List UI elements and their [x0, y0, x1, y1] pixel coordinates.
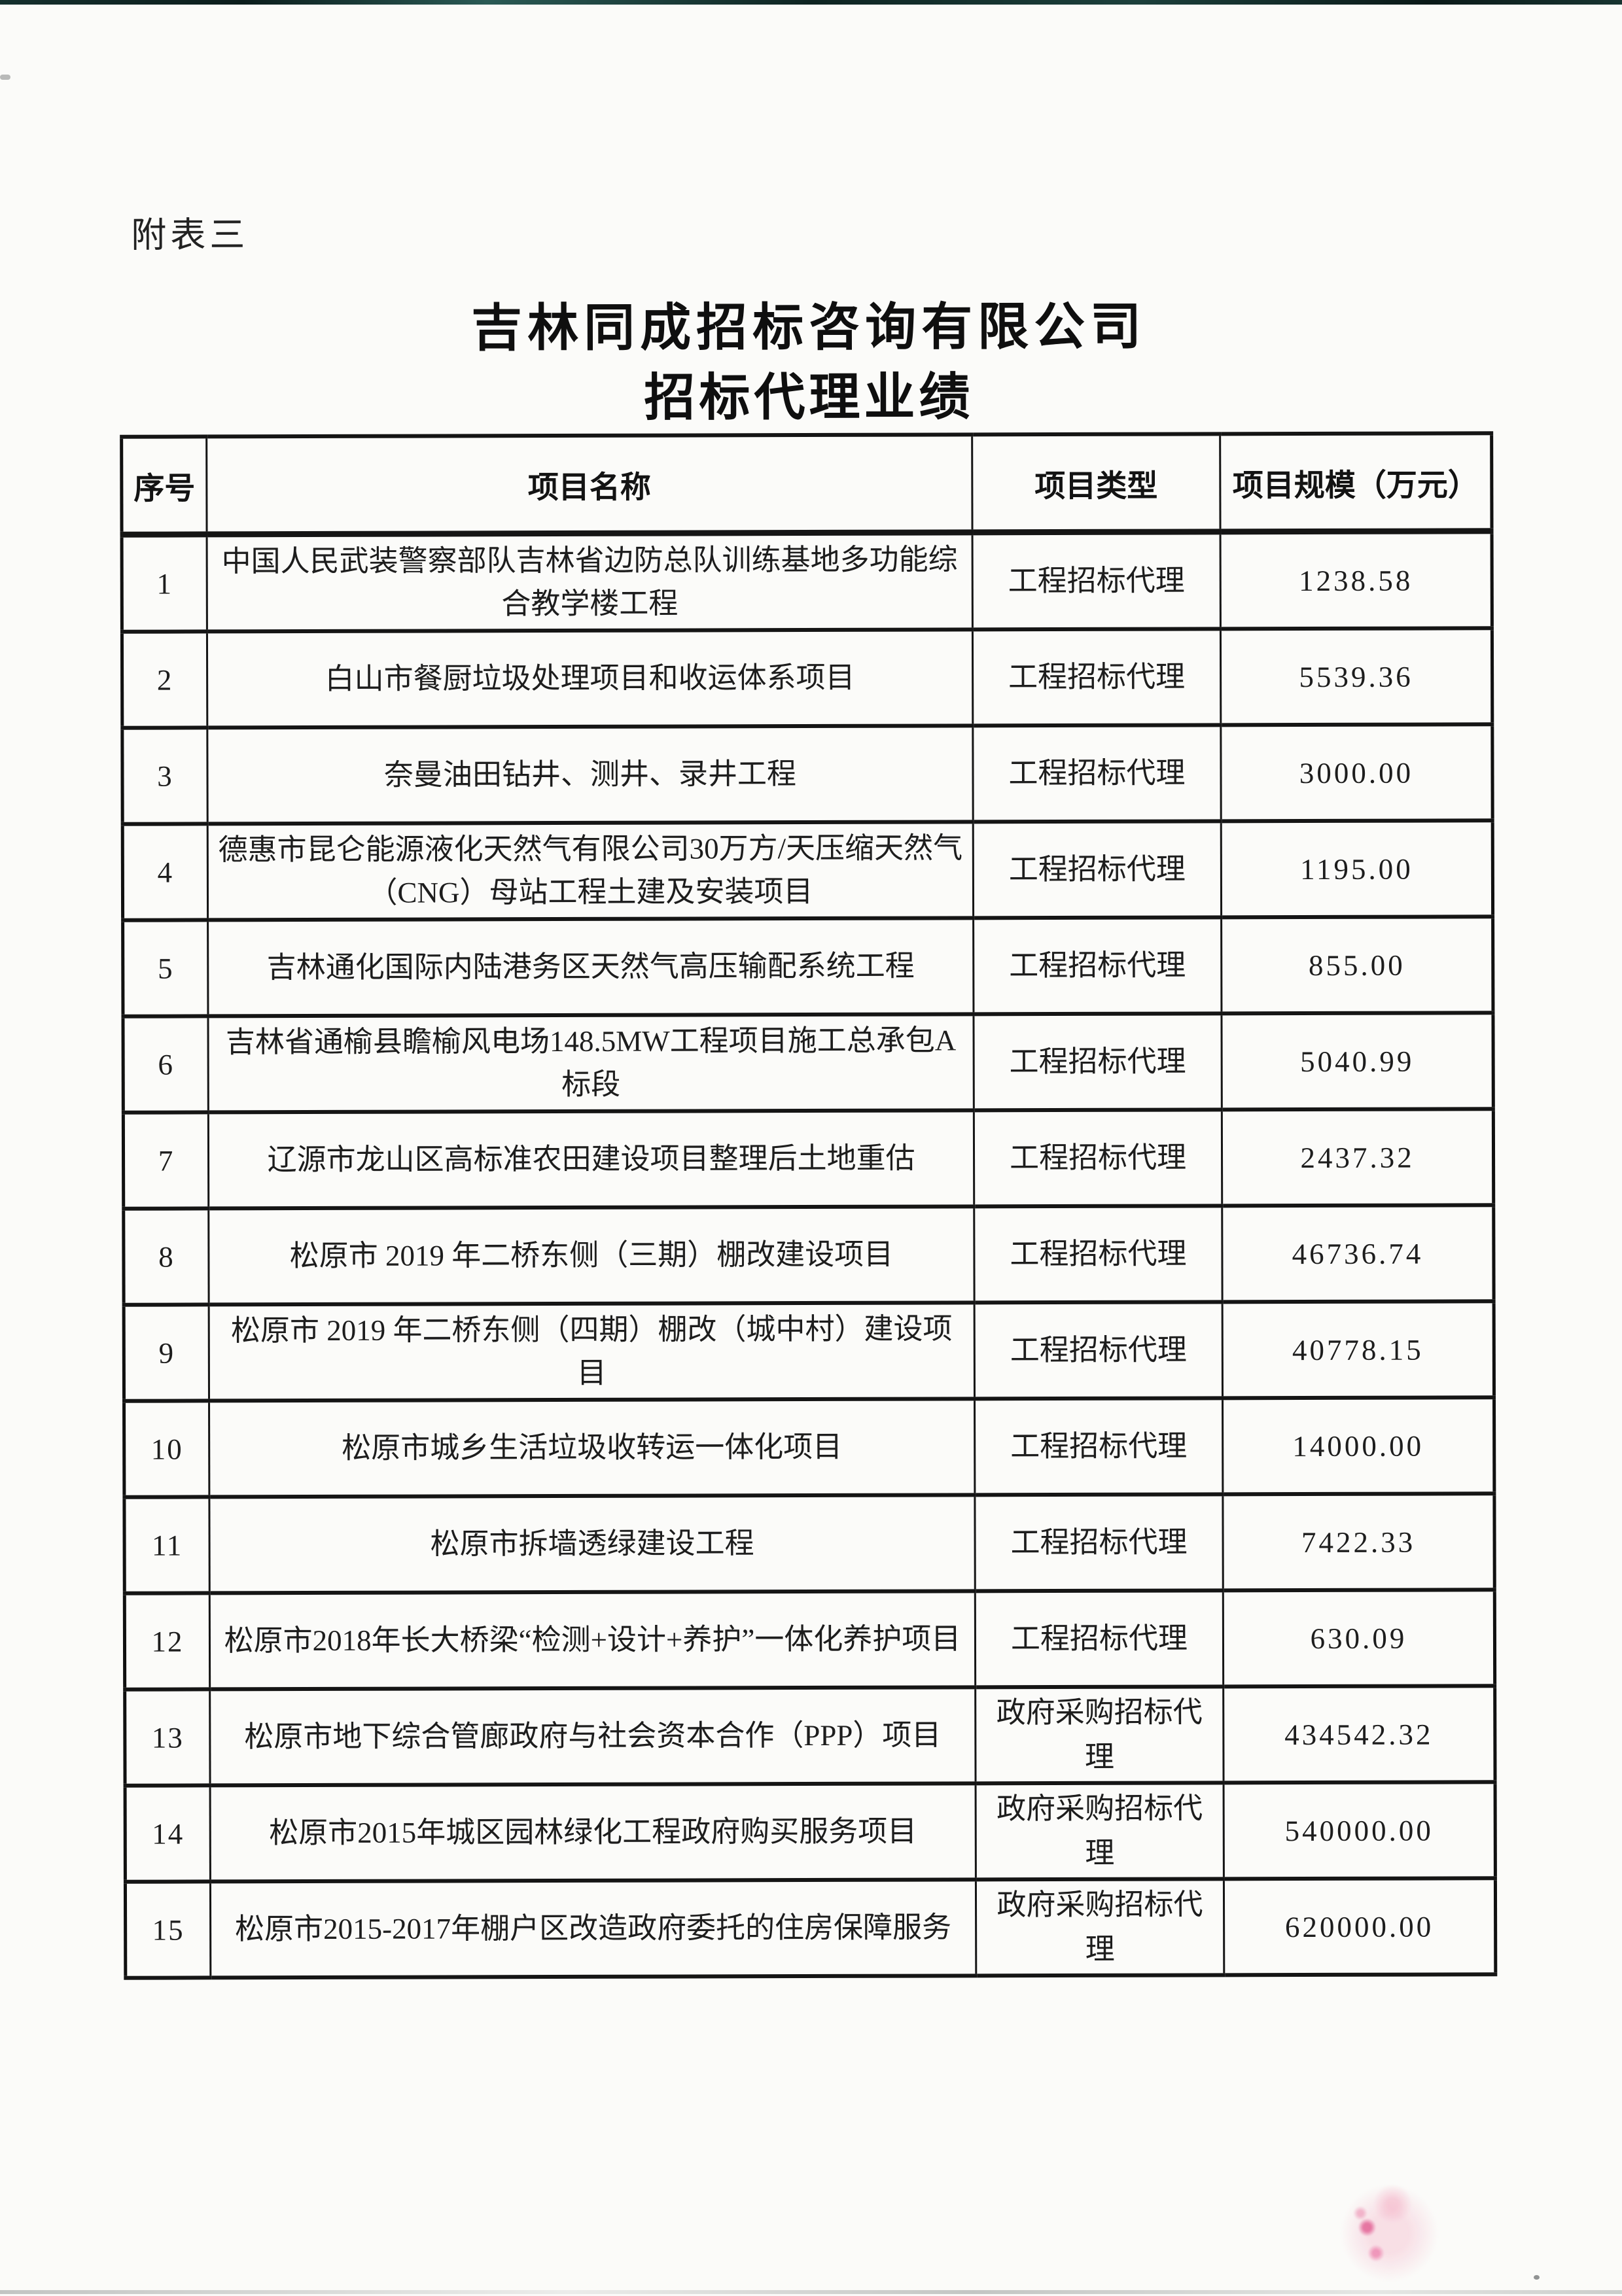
table-row: 8 松原市 2019 年二桥东侧（三期）棚改建设项目 工程招标代理 46736.74 [123, 1205, 1494, 1305]
row-number-cell: 2 [122, 631, 207, 728]
row-number-cell: 1 [122, 534, 207, 632]
project-name-cell: 吉林省通榆县瞻榆风电场148.5MW工程项目施工总承包A标段 [207, 1014, 974, 1113]
table-row: 11 松原市拆墙透绿建设工程 工程招标代理 7422.33 [124, 1493, 1495, 1593]
row-number-cell: 12 [124, 1593, 210, 1690]
project-type-cell: 政府采购招标代理 [976, 1783, 1224, 1880]
project-name-cell: 德惠市昆仑能源液化天然气有限公司30万方/天压缩天然气（CNG）母站工程土建及安… [207, 822, 974, 920]
project-scale-cell: 1195.00 [1221, 820, 1493, 918]
project-name-cell: 中国人民武装警察部队吉林省边防总队训练基地多功能综合教学楼工程 [207, 532, 973, 632]
project-name-cell: 吉林通化国际内陆港务区天然气高压输配系统工程 [207, 918, 974, 1017]
project-name-cell: 松原市2018年长大桥梁“检测+设计+养护”一体化养护项目 [209, 1591, 976, 1690]
company-title: 吉林同成招标咨询有限公司 [471, 298, 1147, 357]
table-row: 14 松原市2015年城区园林绿化工程政府购买服务项目 政府采购招标代理 540000… [125, 1782, 1496, 1882]
project-name-cell: 松原市 2019 年二桥东侧（三期）棚改建设项目 [208, 1206, 975, 1305]
table-row: 1 中国人民武装警察部队吉林省边防总队训练基地多功能综合教学楼工程 工程招标代理 12… [122, 531, 1492, 632]
row-number-cell: 3 [122, 727, 208, 824]
project-type-cell: 政府采购招标代理 [976, 1879, 1224, 1976]
row-number-cell: 10 [124, 1400, 209, 1497]
appendix-label: 附表三 [131, 215, 249, 255]
row-number-cell: 15 [125, 1881, 211, 1978]
project-scale-cell: 5539.36 [1220, 628, 1492, 725]
table-header-row: 序号 项目名称 项目类型 项目规模（万元） [121, 433, 1492, 535]
project-name-cell: 松原市拆墙透绿建设工程 [209, 1495, 976, 1593]
project-name-cell: 松原市 2019 年二桥东侧（四期）棚改（城中村）建设项目 [209, 1302, 975, 1401]
table-row: 13 松原市地下综合管廊政府与社会资本合作（PPP）项目 政府采购招标代理 43454… [124, 1686, 1496, 1786]
row-number-cell: 13 [124, 1689, 211, 1786]
project-scale-cell: 620000.00 [1224, 1878, 1496, 1975]
project-name-cell: 松原市城乡生活垃圾收转运一体化项目 [209, 1399, 975, 1497]
ink-smudge [1331, 2168, 1443, 2286]
row-number-cell: 8 [123, 1208, 209, 1305]
scan-speck [1534, 2275, 1540, 2280]
table-row: 7 辽源市龙山区高标准农田建设项目整理后土地重估 工程招标代理 2437.32 [123, 1109, 1494, 1209]
page-subtitle: 招标代理业绩 [644, 368, 974, 426]
table-row: 5 吉林通化国际内陆港务区天然气高压输配系统工程 工程招标代理 855.00 [122, 916, 1493, 1017]
project-name-cell: 松原市地下综合管廊政府与社会资本合作（PPP）项目 [209, 1687, 976, 1786]
scanner-edge-top [0, 0, 1622, 5]
project-scale-cell: 40778.15 [1222, 1301, 1494, 1399]
project-scale-cell: 3000.00 [1220, 724, 1493, 822]
project-name-cell: 辽源市龙山区高标准农田建设项目整理后土地重估 [208, 1110, 974, 1209]
column-header-no: 序号 [121, 436, 207, 535]
project-scale-cell: 46736.74 [1222, 1205, 1494, 1302]
scanner-edge-bottom [0, 2290, 1622, 2294]
project-type-cell: 工程招标代理 [972, 531, 1221, 630]
project-type-cell: 工程招标代理 [972, 725, 1222, 822]
project-name-cell: 奈曼油田钻井、测井、录井工程 [207, 725, 974, 824]
project-type-cell: 工程招标代理 [974, 1109, 1222, 1207]
project-type-cell: 政府采购招标代理 [975, 1686, 1224, 1784]
table-row: 9 松原市 2019 年二桥东侧（四期）棚改（城中村）建设项目 工程招标代理 4077… [124, 1301, 1494, 1401]
row-number-cell: 14 [125, 1785, 211, 1882]
row-number-cell: 4 [122, 824, 208, 920]
table-row: 4 德惠市昆仑能源液化天然气有限公司30万方/天压缩天然气（CNG）母站工程土建及… [122, 820, 1493, 920]
scan-artifact-dash [0, 75, 10, 80]
row-number-cell: 5 [122, 920, 208, 1017]
project-scale-cell: 7422.33 [1222, 1493, 1495, 1591]
project-name-cell: 松原市2015年城区园林绿化工程政府购买服务项目 [210, 1783, 976, 1882]
project-scale-cell: 14000.00 [1222, 1397, 1494, 1495]
column-header-name: 项目名称 [206, 434, 973, 534]
column-header-type: 项目类型 [972, 434, 1221, 532]
performance-table: 序号 项目名称 项目类型 项目规模（万元） 1 中国人民武装警察部队吉林省边防总队训练基… [120, 431, 1498, 1980]
table-row: 10 松原市城乡生活垃圾收转运一体化项目 工程招标代理 14000.00 [124, 1397, 1494, 1497]
table-row: 15 松原市2015-2017年棚户区改造政府委托的住房保障服务 政府采购招标代理 6… [125, 1878, 1496, 1978]
row-number-cell: 9 [124, 1304, 209, 1401]
project-scale-cell: 5040.99 [1221, 1013, 1494, 1110]
project-scale-cell: 1238.58 [1220, 531, 1492, 629]
project-scale-cell: 540000.00 [1224, 1782, 1496, 1879]
row-number-cell: 7 [123, 1112, 209, 1209]
table-row: 6 吉林省通榆县瞻榆风电场148.5MW工程项目施工总承包A标段 工程招标代理 504… [122, 1013, 1494, 1113]
table-row: 12 松原市2018年长大桥梁“检测+设计+养护”一体化养护项目 工程招标代理 630… [124, 1590, 1495, 1690]
project-name-cell: 白山市餐厨垃圾处理项目和收运体系项目 [207, 629, 973, 728]
row-number-cell: 6 [122, 1016, 209, 1113]
project-scale-cell: 2437.32 [1222, 1109, 1494, 1206]
project-scale-cell: 855.00 [1221, 916, 1493, 1014]
project-type-cell: 工程招标代理 [974, 1302, 1223, 1399]
table-body: 1 中国人民武装警察部队吉林省边防总队训练基地多功能综合教学楼工程 工程招标代理 12… [122, 531, 1496, 1978]
project-type-cell: 工程招标代理 [975, 1590, 1224, 1688]
project-name-cell: 松原市2015-2017年棚户区改造政府委托的住房保障服务 [210, 1879, 976, 1978]
column-header-scale: 项目规模（万元） [1220, 433, 1492, 532]
table-row: 2 白山市餐厨垃圾处理项目和收运体系项目 工程招标代理 5539.36 [122, 628, 1492, 728]
project-scale-cell: 434542.32 [1223, 1686, 1496, 1783]
project-type-cell: 工程招标代理 [973, 821, 1222, 918]
project-type-cell: 工程招标代理 [974, 1494, 1224, 1592]
project-type-cell: 工程招标代理 [974, 1398, 1223, 1495]
table-row: 3 奈曼油田钻井、测井、录井工程 工程招标代理 3000.00 [122, 724, 1493, 824]
project-type-cell: 工程招标代理 [972, 629, 1221, 726]
project-scale-cell: 630.09 [1223, 1590, 1495, 1687]
project-type-cell: 工程招标代理 [974, 1206, 1223, 1303]
row-number-cell: 11 [124, 1497, 210, 1593]
project-type-cell: 工程招标代理 [973, 917, 1222, 1015]
project-type-cell: 工程招标代理 [973, 1013, 1222, 1111]
